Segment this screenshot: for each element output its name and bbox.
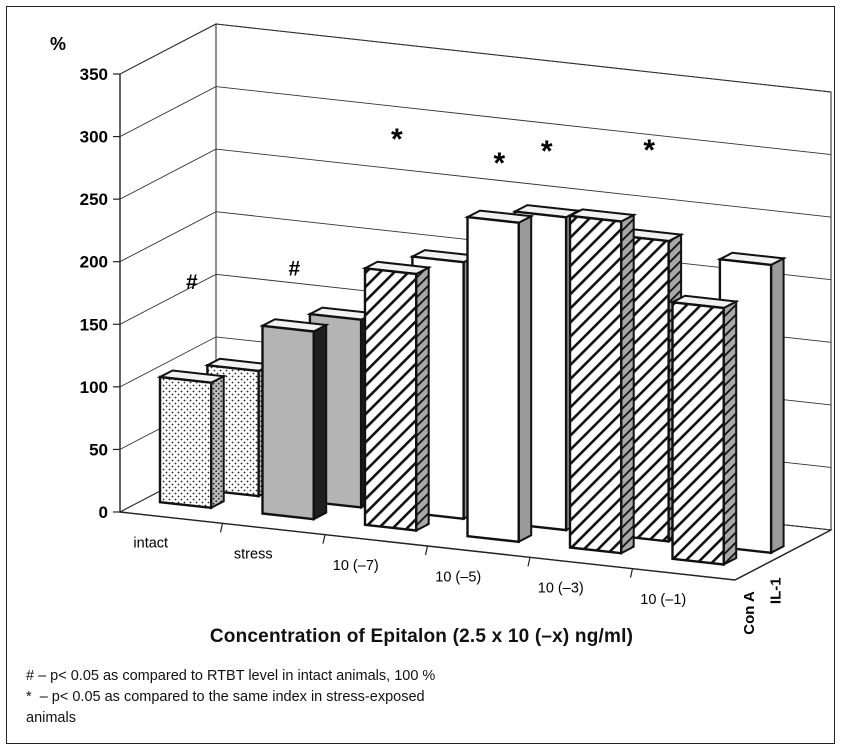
series-depth-label: Con A xyxy=(741,591,758,635)
bar-side-face xyxy=(517,214,533,544)
y-tick-label: 50 xyxy=(89,440,108,459)
series-depth-label: IL-1 xyxy=(768,577,785,604)
gridline xyxy=(119,23,832,93)
gridline xyxy=(119,86,832,156)
x-tick-mark xyxy=(424,545,429,556)
bar-front-face xyxy=(363,266,418,532)
x-tick-mark xyxy=(629,568,634,578)
y-tick-label: 150 xyxy=(80,315,108,334)
bar xyxy=(259,318,330,521)
bar-front-face xyxy=(466,215,520,544)
x-category-label: 10 (–1) xyxy=(640,592,686,608)
x-axis-title: Concentration of Epitalon (2.5 x 10 (–x)… xyxy=(209,626,634,647)
x-tick-mark xyxy=(322,534,326,544)
bar-side-face xyxy=(312,323,328,521)
significance-marker: # xyxy=(186,271,198,294)
x-category-label: 10 (–7) xyxy=(333,558,379,574)
bar-front-face xyxy=(568,214,623,555)
gridline xyxy=(119,148,832,218)
x-category-label: stress xyxy=(234,547,273,563)
significance-marker: * xyxy=(391,123,403,156)
bar-front-face xyxy=(261,324,315,521)
significance-marker: # xyxy=(289,257,301,280)
footnote-hash: # – p< 0.05 as compared to RTBT level in… xyxy=(26,668,436,684)
x-category-label: 10 (–5) xyxy=(435,569,481,585)
bar-side-face xyxy=(620,213,635,555)
footnote-star-continued: animals xyxy=(26,710,76,726)
x-axis-category-labels: intact stress 10 (–7) 10 (–5) 10 (–3) 10 (–1) xyxy=(133,535,686,608)
significance-marker: * xyxy=(643,134,655,167)
bar xyxy=(566,208,638,555)
series-depth-labels: Con A IL-1 xyxy=(741,577,784,634)
significance-markers: # # * * * * xyxy=(186,123,655,294)
chart-axes xyxy=(119,74,832,581)
x-category-label: 10 (–3) xyxy=(538,581,584,597)
bar xyxy=(156,369,228,510)
bar xyxy=(669,294,740,567)
depth-axis-line xyxy=(734,529,832,581)
y-tick-label: 250 xyxy=(80,190,108,209)
x-category-label: intact xyxy=(133,535,168,551)
bar-front-face xyxy=(671,300,725,566)
y-tick-label: 200 xyxy=(80,253,108,272)
chart-bars xyxy=(156,204,787,567)
significance-marker: * xyxy=(494,147,506,180)
y-tick-label: 100 xyxy=(80,378,108,397)
figure-frame xyxy=(6,6,835,744)
y-tick-label: 300 xyxy=(80,128,108,147)
y-tick-label: 350 xyxy=(80,65,108,84)
bar xyxy=(464,209,535,544)
y-tick-label: 0 xyxy=(99,503,108,522)
x-tick-mark xyxy=(219,523,224,533)
bar-side-face xyxy=(770,256,785,555)
bar-side-face xyxy=(415,265,430,533)
x-tick-mark xyxy=(527,557,531,567)
bar xyxy=(361,260,433,533)
significance-marker: * xyxy=(541,135,553,168)
footnote-star: * – p< 0.05 as compared to the same inde… xyxy=(26,689,425,705)
y-axis-label: % xyxy=(50,34,66,54)
bar-front-face xyxy=(158,375,213,510)
bar-side-face xyxy=(722,299,738,567)
footnotes: # – p< 0.05 as compared to RTBT level in… xyxy=(26,666,435,729)
bar-side-face xyxy=(210,374,225,510)
y-axis-tick-labels: 0 50 100 150 200 250 300 350 xyxy=(80,65,108,522)
